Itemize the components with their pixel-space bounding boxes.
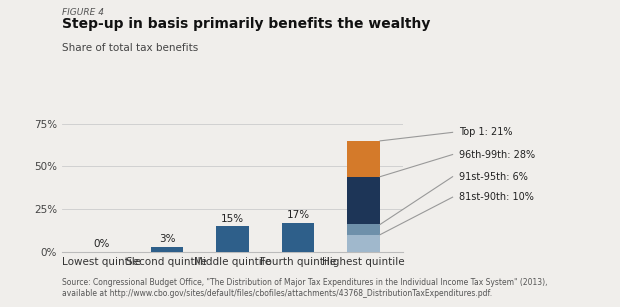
Bar	[151, 247, 184, 252]
Text: Step-up in basis primarily benefits the wealthy: Step-up in basis primarily benefits the …	[62, 17, 430, 31]
Text: FIGURE 4: FIGURE 4	[62, 8, 104, 17]
Text: Source: Congressional Budget Office, "The Distribution of Major Tax Expenditures: Source: Congressional Budget Office, "Th…	[62, 278, 547, 298]
Text: 81st-90th: 10%: 81st-90th: 10%	[459, 192, 534, 202]
Text: Top 1: 21%: Top 1: 21%	[459, 127, 512, 137]
Bar	[347, 177, 380, 224]
Bar	[347, 224, 380, 235]
Bar	[281, 223, 314, 252]
Text: Share of total tax benefits: Share of total tax benefits	[62, 43, 198, 53]
Text: 0%: 0%	[93, 239, 110, 249]
Text: 3%: 3%	[159, 234, 175, 244]
Text: 96th-99th: 28%: 96th-99th: 28%	[459, 150, 535, 160]
Text: 17%: 17%	[286, 210, 309, 220]
Text: 15%: 15%	[221, 214, 244, 223]
Bar	[216, 226, 249, 252]
Bar	[347, 141, 380, 177]
Text: 91st-95th: 6%: 91st-95th: 6%	[459, 172, 528, 182]
Bar	[347, 235, 380, 252]
